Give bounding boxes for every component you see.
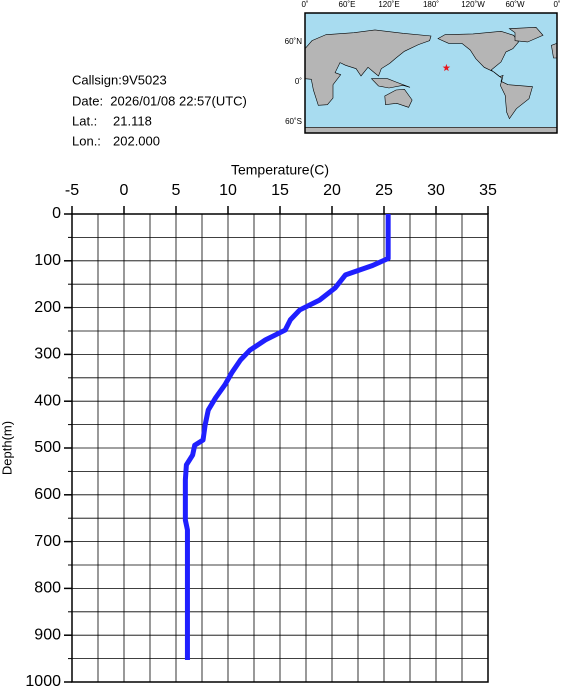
- y-tick-label: 200: [34, 299, 61, 316]
- lon-value: 202.000: [113, 133, 160, 148]
- y-tick-label: 400: [34, 392, 61, 409]
- y-tick-label: 0: [52, 205, 61, 222]
- x-tick-label: 10: [219, 182, 237, 199]
- y-tick-label: 700: [34, 533, 61, 550]
- y-tick-label: 300: [34, 346, 61, 363]
- plot-frame: [71, 213, 489, 683]
- map-frame: [304, 12, 558, 134]
- location-star: [442, 63, 451, 72]
- map-lon-label: 120˚E: [378, 0, 399, 9]
- map-lon-label: 0˚: [301, 0, 308, 9]
- x-tick-label: 20: [323, 182, 341, 199]
- x-tick-label: 5: [172, 182, 181, 199]
- map-lat-label: 0˚: [295, 77, 302, 86]
- profile-line: [182, 214, 391, 661]
- landmass: [384, 89, 413, 108]
- x-tick-label: -5: [65, 182, 79, 199]
- landmass: [305, 127, 557, 133]
- lat-label: Lat.:: [72, 113, 97, 128]
- lon-label: Lon.:: [72, 133, 101, 148]
- landmass: [370, 78, 411, 89]
- info-block: Callsign:9V5023 Date: 2026/01/08 22:57(U…: [72, 72, 247, 148]
- landmass: [551, 42, 557, 59]
- plot: -5 0 5 10 15 20 25 30 35010020030040050060070080…: [25, 182, 497, 690]
- x-tick-label: 35: [479, 182, 497, 199]
- y-tick-label: 800: [34, 580, 61, 597]
- continents: [305, 26, 557, 133]
- map-lat-label: 60˚N: [285, 37, 303, 46]
- map-lon-label: 60˚E: [339, 0, 356, 9]
- x-tick-label: 25: [375, 182, 393, 199]
- lat-value: 21.118: [113, 113, 152, 128]
- y-tick-label: 600: [34, 486, 61, 503]
- x-axis-title: Temperature(C): [231, 162, 329, 178]
- map: 0˚ 60˚E 120˚E 180˚ 120˚W 60˚W 0˚ 60˚N 0˚ 60˚S: [285, 0, 561, 134]
- y-tick-label: 100: [34, 252, 61, 269]
- landmass: [305, 29, 432, 106]
- y-tick-label: 1000: [25, 673, 61, 690]
- map-lon-label: 0˚: [553, 0, 560, 9]
- x-tick-label: 30: [427, 182, 445, 199]
- map-lon-label: 60˚W: [505, 0, 525, 9]
- x-tick-label: 0: [120, 182, 129, 199]
- map-lon-label: 180˚: [423, 0, 439, 9]
- map-lon-label: 120˚W: [461, 0, 485, 9]
- x-tick-label: 15: [271, 182, 289, 199]
- map-lat-label: 60˚S: [285, 117, 302, 126]
- date: Date: 2026/01/08 22:57(UTC): [72, 93, 247, 108]
- y-tick-label: 900: [34, 626, 61, 643]
- y-tick-label: 500: [34, 439, 61, 456]
- callsign: Callsign:9V5023: [72, 72, 167, 87]
- landmass: [508, 26, 544, 43]
- y-axis-title: Depth(m): [0, 421, 14, 475]
